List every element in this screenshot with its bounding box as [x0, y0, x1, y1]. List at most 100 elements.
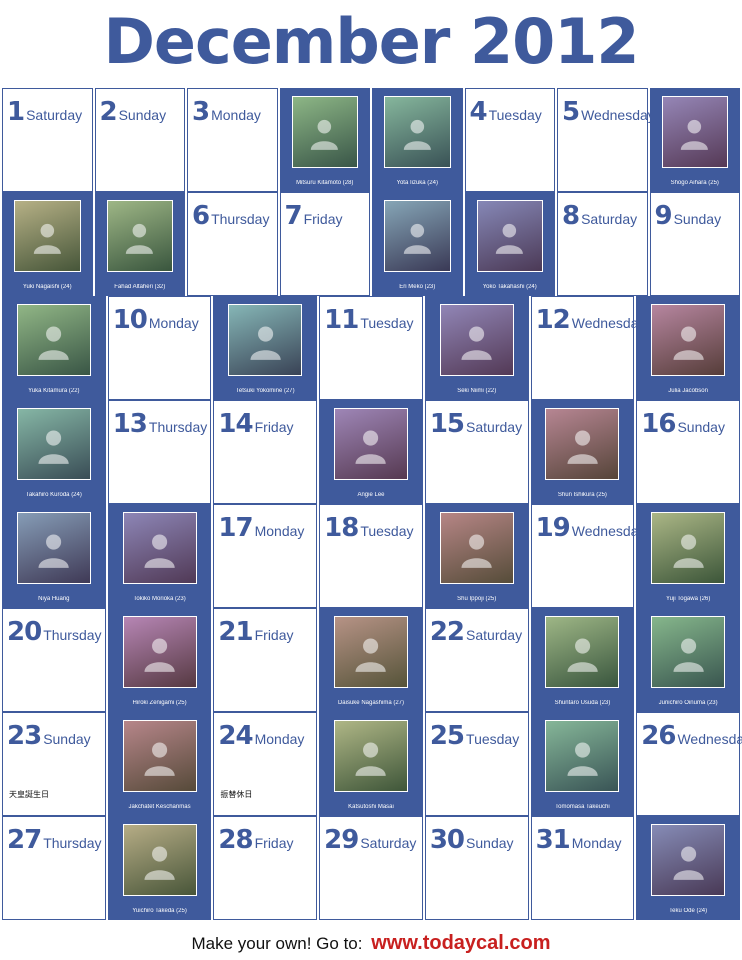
- person-photo-icon: [439, 512, 514, 584]
- day-label: 4 Tuesday: [470, 97, 542, 127]
- footer: Make your own! Go to: www.todaycal.com: [0, 932, 742, 955]
- day-label: 31 Monday: [536, 825, 622, 855]
- day-cell: 18 Tuesday: [319, 504, 423, 608]
- day-label: 21 Friday: [218, 617, 293, 647]
- day-cell: 31 Monday: [530, 816, 635, 920]
- weekday-label: Wednesday: [677, 731, 742, 747]
- photo-cell: Niya Huang: [2, 504, 106, 608]
- day-cell: 22 Saturday: [424, 608, 529, 712]
- holiday-note: 天皇誕生日: [9, 790, 49, 799]
- day-cell: 19 Wednesday: [530, 504, 645, 608]
- photo-cell: Shun Ishikura (25): [530, 400, 635, 504]
- photo-caption: Mitsuru Kitamoto (28): [296, 180, 354, 186]
- day-number: 31: [535, 825, 571, 855]
- person-photo-icon: [16, 304, 91, 376]
- day-number: 3: [192, 97, 210, 127]
- day-label: 12 Wednesday: [536, 305, 646, 335]
- photo-caption: Junichiro Oinuma (23): [658, 700, 718, 706]
- person-photo-icon: [333, 720, 408, 792]
- person-photo-icon: [106, 200, 173, 272]
- photo-caption: Shun Ishikura (25): [557, 492, 607, 498]
- day-cell: 28 Friday: [213, 816, 318, 920]
- day-cell: 17 Monday: [213, 504, 318, 608]
- person-photo-icon: [476, 200, 543, 272]
- weekday-label: Friday: [254, 419, 294, 435]
- day-cell: 20 Thursday: [2, 608, 106, 712]
- weekday-label: Sunday: [677, 419, 725, 435]
- person-photo-icon: [228, 304, 303, 376]
- day-number: 29: [324, 825, 359, 855]
- day-label: 9 Sunday: [655, 201, 722, 231]
- person-photo-icon: [384, 96, 451, 168]
- footer-link[interactable]: www.todaycal.com: [371, 932, 551, 954]
- weekday-label: Monday: [211, 107, 261, 123]
- day-label: 16 Sunday: [641, 409, 725, 439]
- photo-caption: Katsutoshi Masai: [348, 804, 394, 810]
- weekday-label: Wednesday: [571, 523, 646, 539]
- day-number: 27: [7, 825, 42, 855]
- weekday-label: Sunday: [673, 211, 722, 227]
- day-number: 2: [99, 97, 118, 127]
- photo-cell: Yuichiro Takeda (25): [107, 816, 212, 920]
- photo-caption: Teku Ode (24): [669, 908, 708, 914]
- day-number: 10: [112, 305, 148, 335]
- calendar-title: December 2012: [103, 5, 639, 78]
- day-number: 26: [641, 721, 676, 751]
- photo-cell: Eri Meko (23): [372, 192, 463, 296]
- person-photo-icon: [661, 96, 728, 168]
- photo-cell: Takahiro Kuroda (24): [2, 400, 106, 504]
- day-number: 17: [218, 513, 253, 543]
- photo-cell: Fahad Altaheri (32): [94, 192, 185, 296]
- calendar-row: 20 Thursday Hiroki Zenigami (25) 21 Friday Da…: [0, 608, 742, 712]
- person-photo-icon: [291, 96, 358, 168]
- person-photo-icon: [439, 304, 514, 376]
- day-label: 24 Monday: [218, 721, 304, 751]
- photo-cell: Yoko Takahashi (24): [464, 192, 555, 296]
- photo-caption: Shu Ippoji (25): [457, 596, 497, 602]
- day-label: 5 Wednesday: [562, 97, 655, 127]
- day-label: 3 Monday: [192, 97, 261, 127]
- photo-cell: Yota Iizuka (24): [372, 88, 463, 192]
- day-number: 7: [284, 201, 303, 231]
- day-label: 2 Sunday: [100, 97, 167, 127]
- day-number: 20: [7, 617, 42, 647]
- photo-caption: Shogo Aihara (25): [670, 180, 719, 186]
- day-label: 7 Friday: [285, 201, 343, 231]
- weekday-label: Sunday: [43, 731, 91, 747]
- photo-caption: Daisuke Nagashima (27): [337, 700, 404, 706]
- weekday-label: Tuesday: [360, 315, 414, 331]
- weekday-label: Thursday: [148, 419, 208, 435]
- day-label: 29 Saturday: [324, 825, 416, 855]
- day-cell: 24 Monday 振替休日: [213, 712, 318, 816]
- day-cell: 21 Friday: [213, 608, 318, 712]
- day-label: 8 Saturday: [562, 201, 637, 231]
- calendar-row: 1 Saturday 2 Sunday 3 Monday Mitsuru Kitamoto …: [0, 88, 742, 192]
- day-label: 28 Friday: [218, 825, 293, 855]
- calendar-grid: 1 Saturday 2 Sunday 3 Monday Mitsuru Kitamoto …: [0, 88, 742, 922]
- day-label: 10 Monday: [113, 305, 199, 335]
- photo-cell: Julia Jacobson: [636, 296, 740, 400]
- day-cell: 9 Sunday: [649, 192, 740, 296]
- day-number: 8: [562, 201, 580, 231]
- photo-caption: Tokiko Morioka (23): [133, 596, 186, 602]
- weekday-label: Saturday: [466, 627, 523, 643]
- weekday-label: Sunday: [466, 835, 514, 851]
- photo-cell: Tetsuki Yokomine (27): [213, 296, 318, 400]
- photo-cell: Jakchatet Keschanmas: [107, 712, 212, 816]
- weekday-label: Monday: [571, 835, 622, 851]
- day-cell: 23 Sunday 天皇誕生日: [2, 712, 106, 816]
- day-number: 6: [192, 201, 210, 231]
- person-photo-icon: [122, 616, 197, 688]
- day-label: 26Wednesday: [641, 721, 742, 751]
- holiday-note: 振替休日: [220, 790, 253, 799]
- day-number: 12: [535, 305, 571, 335]
- photo-caption: Seki Niimi (22): [457, 388, 497, 394]
- photo-cell: Yuka Kitamura (22): [2, 296, 106, 400]
- photo-caption: Angie Lee: [357, 492, 385, 498]
- weekday-label: Monday: [148, 315, 199, 331]
- photo-cell: Shu Ippoji (25): [424, 504, 529, 608]
- photo-caption: Jakchatet Keschanmas: [128, 804, 191, 810]
- photo-cell: Daisuke Nagashima (27): [319, 608, 423, 712]
- photo-caption: Yuichiro Takeda (25): [132, 908, 187, 914]
- photo-cell: Tokiko Morioka (23): [107, 504, 212, 608]
